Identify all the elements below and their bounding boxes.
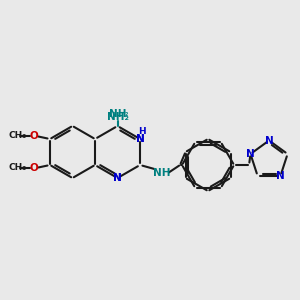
Text: N: N <box>113 173 122 183</box>
Text: ₂: ₂ <box>125 110 128 118</box>
Text: N: N <box>246 149 255 159</box>
Text: CH₃: CH₃ <box>9 131 27 140</box>
Text: N: N <box>276 171 285 181</box>
Text: CH₃: CH₃ <box>9 164 27 172</box>
Text: NH: NH <box>153 168 171 178</box>
Text: N: N <box>136 134 144 144</box>
Text: O: O <box>30 131 38 141</box>
Text: N: N <box>136 134 144 144</box>
Text: N: N <box>113 173 122 183</box>
Text: NH₂: NH₂ <box>106 112 128 122</box>
Text: O: O <box>30 163 38 173</box>
Text: H: H <box>138 128 146 136</box>
Text: N: N <box>265 136 273 146</box>
Text: NH: NH <box>109 109 126 119</box>
